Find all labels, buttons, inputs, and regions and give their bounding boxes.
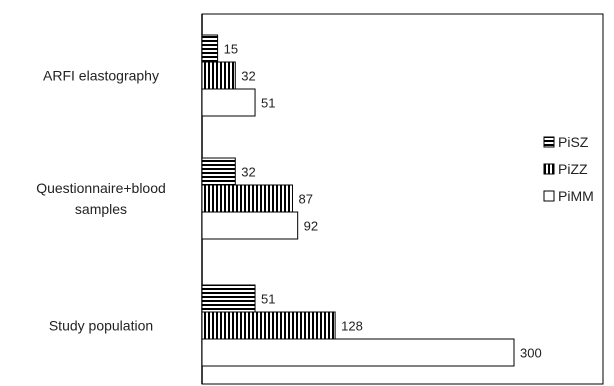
bar-pimm-1	[201, 211, 299, 240]
data-label-pimm-0: 51	[261, 96, 275, 111]
bar-pizz-2	[201, 311, 336, 340]
bar-pimm-0	[201, 88, 256, 117]
bar-pisz-0	[201, 34, 219, 63]
legend: PiSZ PiZZ PiMM	[543, 134, 594, 204]
category-labels: ARFI elastography Questionnaire+blood samp…	[36, 68, 166, 334]
bar-pizz-0	[201, 61, 236, 90]
data-label-pisz-2: 51	[261, 292, 275, 307]
legend-label-pimm: PiMM	[558, 188, 594, 204]
legend-label-pisz: PiSZ	[558, 134, 589, 150]
data-label-pimm-1: 92	[304, 219, 318, 234]
data-label-pisz-1: 32	[241, 165, 255, 180]
bar-pisz-1	[201, 157, 236, 186]
bar-pimm-2	[201, 338, 515, 367]
legend-label-pizz: PiZZ	[558, 161, 588, 177]
data-label-pizz-0: 32	[241, 69, 255, 84]
category-label-0-line-0: ARFI elastography	[43, 68, 159, 84]
category-label-1-line-1: samples	[75, 201, 127, 217]
legend-swatch-pimm	[543, 190, 555, 202]
data-label-pimm-2: 300	[520, 346, 542, 361]
legend-swatch-pizz	[543, 163, 555, 175]
data-label-pizz-1: 87	[298, 192, 312, 207]
data-label-pisz-0: 15	[224, 42, 238, 57]
category-label-1-line-0: Questionnaire+blood	[36, 180, 166, 196]
data-label-pizz-2: 128	[341, 319, 363, 334]
category-label-2-line-0: Study population	[49, 318, 153, 334]
bar-pisz-2	[201, 284, 256, 313]
bar-pizz-1	[201, 184, 293, 213]
legend-swatch-pisz	[543, 136, 555, 148]
